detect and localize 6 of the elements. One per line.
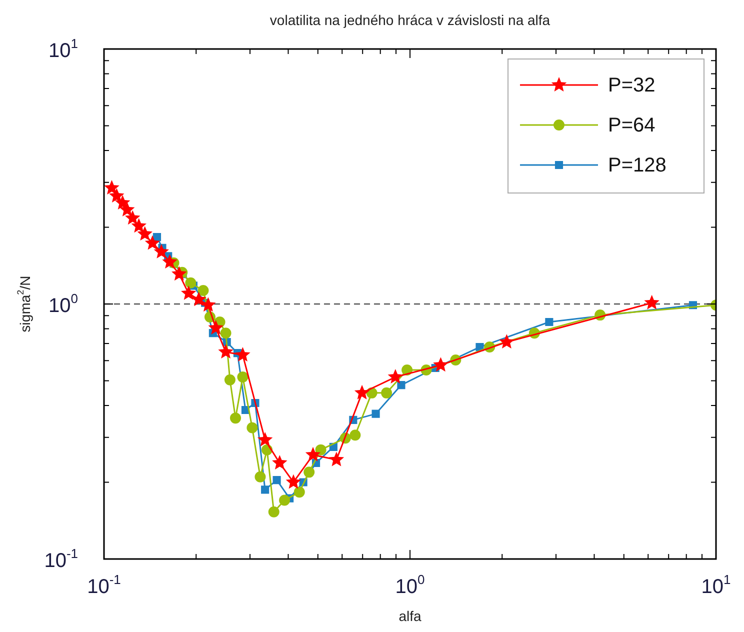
legend-label: P=32 [608, 74, 656, 97]
legend-label: P=64 [608, 114, 656, 137]
y-axis-title: sigma2/N [16, 276, 33, 332]
x-axis-title: alfa [398, 608, 422, 624]
legend-label: P=128 [608, 154, 666, 177]
chart-title: volatilita na jedného hráca v závislosti na alfa [270, 12, 550, 28]
